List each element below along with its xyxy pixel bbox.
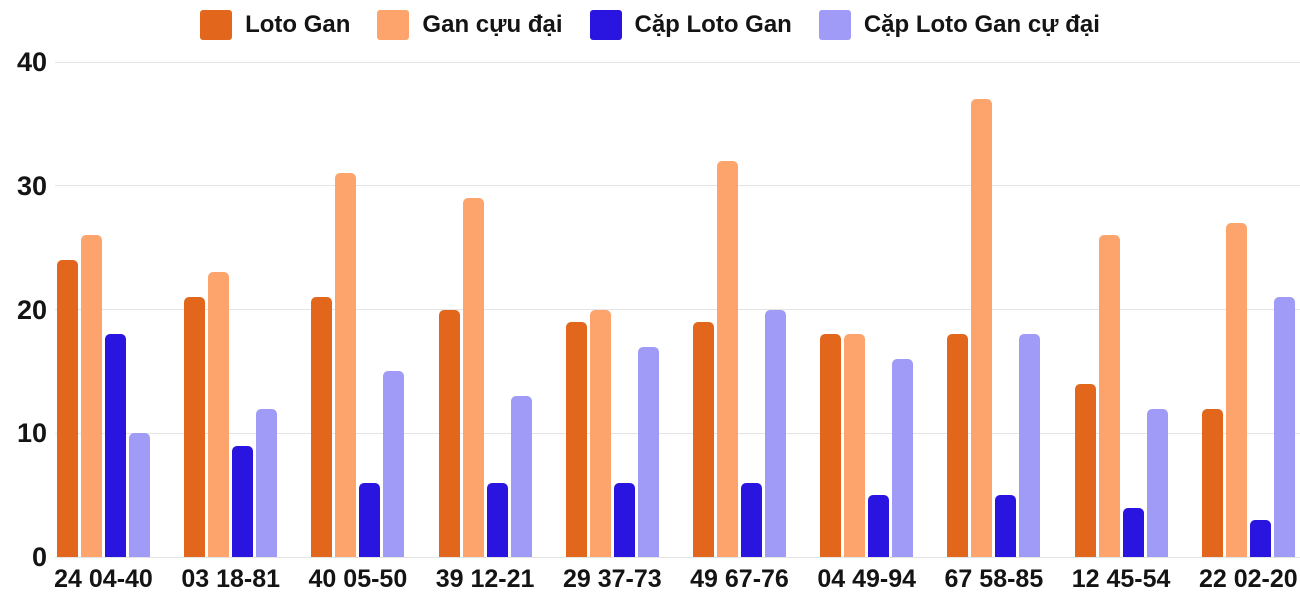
legend-item-1[interactable]: Gan cựu đại — [377, 10, 563, 40]
bar-c-p-loto-gan-c-i-9[interactable] — [1273, 297, 1295, 557]
bar-c-p-loto-gan-1[interactable] — [232, 445, 254, 557]
y-axis-tick-label: 40 — [16, 47, 47, 77]
y-axis-tick-label: 30 — [16, 170, 47, 201]
legend-label: Gan cựu đại — [422, 11, 563, 38]
bar-c-p-loto-gan-5[interactable] — [741, 482, 762, 557]
x-axis-category-label: 29 37-73 — [562, 565, 662, 593]
bar-loto-gan-1[interactable] — [184, 297, 206, 557]
gridline-y40 — [55, 61, 1300, 63]
bar-gan-c-u-i-0[interactable] — [81, 235, 102, 557]
y-axis-tick-label: 20 — [16, 294, 47, 325]
bar-c-p-loto-gan-4[interactable] — [613, 482, 635, 557]
x-axis-category-label: 22 02-20 — [1198, 565, 1298, 593]
bar-gan-c-u-i-1[interactable] — [208, 272, 230, 557]
legend-label: Cặp Loto Gan — [634, 11, 792, 38]
bar-c-p-loto-gan-c-i-4[interactable] — [637, 346, 659, 557]
bar-loto-gan-0[interactable] — [57, 260, 78, 557]
gridline-y10 — [55, 432, 1300, 434]
bar-loto-gan-3[interactable] — [438, 309, 460, 557]
legend-swatch-icon — [818, 10, 851, 40]
bar-gan-c-u-i-4[interactable] — [589, 309, 611, 557]
x-axis-category-label: 67 58-85 — [944, 565, 1044, 593]
gridline-y20 — [55, 309, 1300, 310]
legend-label: Loto Gan — [245, 11, 351, 38]
bar-c-p-loto-gan-0[interactable] — [105, 334, 126, 557]
bar-loto-gan-7[interactable] — [947, 334, 969, 557]
bar-loto-gan-2[interactable] — [311, 297, 333, 557]
bar-gan-c-u-i-9[interactable] — [1225, 222, 1247, 557]
legend-item-2[interactable]: Cặp Loto Gan — [589, 10, 792, 40]
chart-legend: Loto Gan Gan cựu đại Cặp Loto Gan Cặp Loto … — [0, 10, 1300, 40]
bar-c-p-loto-gan-7[interactable] — [995, 495, 1017, 557]
y-axis-tick-label: 0 — [31, 542, 47, 572]
x-axis-category-label: 40 05-50 — [308, 565, 408, 593]
bar-loto-gan-8[interactable] — [1074, 383, 1096, 557]
bar-gan-c-u-i-7[interactable] — [971, 99, 993, 557]
bar-c-p-loto-gan-c-i-0[interactable] — [129, 433, 150, 557]
bar-gan-c-u-i-2[interactable] — [335, 173, 357, 557]
x-axis-category-label: 04 49-94 — [817, 565, 917, 593]
x-axis-category-label: 12 45-54 — [1071, 565, 1171, 593]
bar-loto-gan-5[interactable] — [693, 321, 714, 557]
legend-item-3[interactable]: Cặp Loto Gan cự đại — [818, 10, 1100, 40]
x-axis-category-label: 03 18-81 — [181, 565, 281, 593]
legend-swatch-icon — [589, 10, 622, 40]
bar-loto-gan-4[interactable] — [565, 321, 587, 557]
bar-gan-c-u-i-3[interactable] — [462, 198, 484, 557]
bar-gan-c-u-i-5[interactable] — [717, 161, 738, 557]
bar-c-p-loto-gan-8[interactable] — [1122, 507, 1144, 557]
bar-c-p-loto-gan-9[interactable] — [1249, 519, 1271, 557]
x-axis-category-label: 24 04-40 — [54, 565, 153, 593]
bar-c-p-loto-gan-c-i-7[interactable] — [1019, 334, 1041, 557]
legend-item-0[interactable]: Loto Gan — [200, 10, 350, 40]
bar-c-p-loto-gan-2[interactable] — [359, 482, 381, 557]
bar-c-p-loto-gan-c-i-3[interactable] — [510, 396, 532, 557]
bar-loto-gan-6[interactable] — [820, 334, 842, 557]
bar-gan-c-u-i-8[interactable] — [1098, 235, 1120, 557]
bar-c-p-loto-gan-c-i-1[interactable] — [256, 408, 278, 557]
x-axis-category-label: 39 12-21 — [435, 565, 535, 593]
legend-swatch-icon — [200, 10, 233, 40]
bar-c-p-loto-gan-6[interactable] — [868, 495, 890, 557]
bar-c-p-loto-gan-3[interactable] — [486, 482, 508, 557]
legend-swatch-icon — [377, 10, 410, 40]
bar-c-p-loto-gan-c-i-8[interactable] — [1146, 408, 1168, 557]
legend-label: Cặp Loto Gan cự đại — [863, 11, 1100, 38]
x-axis-category-label: 49 67-76 — [690, 565, 789, 593]
bar-loto-gan-9[interactable] — [1201, 408, 1223, 557]
bar-gan-c-u-i-6[interactable] — [844, 334, 866, 557]
gridline-y0 — [55, 556, 1300, 558]
bar-c-p-loto-gan-c-i-2[interactable] — [383, 371, 405, 557]
gridline-y30 — [55, 185, 1300, 187]
bar-c-p-loto-gan-c-i-5[interactable] — [765, 309, 786, 557]
y-axis-tick-label: 10 — [16, 418, 47, 449]
bar-c-p-loto-gan-c-i-6[interactable] — [892, 359, 914, 557]
